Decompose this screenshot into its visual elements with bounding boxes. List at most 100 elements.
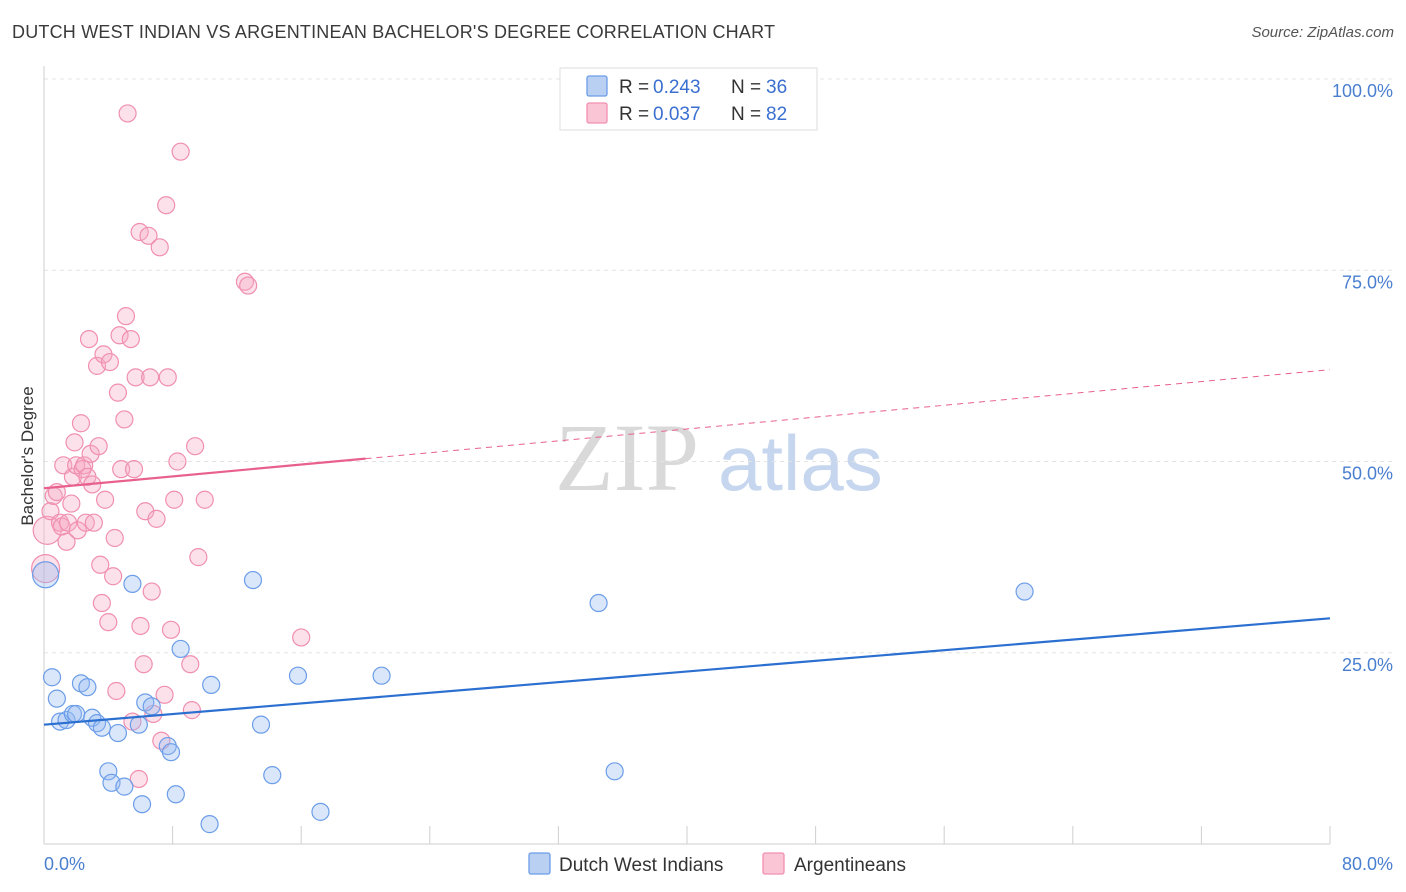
y-tick-label-75: 75.0% [1342,272,1393,292]
gridlines [44,78,1392,654]
argentineans-point [124,460,144,479]
dutch-west-indians-point [92,718,111,737]
dutch-west-indians-point [166,785,185,804]
argentineans-point [95,490,115,509]
dutch-west-indians-point [67,704,86,724]
dutch-west-indians-trend-line [43,617,1331,726]
argentineans-point [239,276,258,295]
argentineans-point [71,414,91,433]
argentineans-point [107,681,126,701]
legend-n-label-2: N = [731,104,761,125]
axes [43,66,1331,845]
argentineans-point [150,238,169,257]
argentineans-point [142,582,161,601]
argentineans-point [186,437,205,456]
trend-lines [43,369,1331,726]
dutch-west-indians-point [1015,582,1034,601]
argentineans-point [31,553,61,584]
legend-r-label-1: R = [619,77,649,98]
legend-n-value-1: 36 [766,77,787,98]
dutch-west-indians-point [99,762,118,781]
dutch-west-indians-point [288,666,308,685]
argentineans-point [158,368,177,387]
argentineans-point [79,330,99,349]
y-axis-title: Bachelor's Degree [18,386,37,525]
argentineans-point [118,104,137,123]
argentineans-point [292,628,311,647]
argentineans-point [105,528,124,548]
dutch-west-indians-point [132,795,152,814]
argentineans-point [157,196,176,215]
argentineans-point [116,307,136,326]
bottom-legend-label-blue: Dutch West Indians [559,855,723,876]
argentineans-point [115,410,134,429]
legend-r-label-2: R = [619,104,649,125]
argentineans-point [161,620,181,639]
watermark-atlas: atlas [718,419,883,507]
argentineans-point [75,456,94,475]
dutch-west-indians-point [115,777,134,796]
y-tick-label-100: 100.0% [1332,81,1393,101]
bottom-legend-label-pink: Argentineans [794,855,906,876]
dutch-west-indians-points [32,561,1034,834]
argentineans-point [62,494,81,513]
dutch-west-indians-point [311,802,330,821]
legend-n-value-2: 82 [766,104,787,125]
legend-swatch-pink [586,102,608,124]
y-tick-labels: 25.0% 50.0% 75.0% 100.0% [1332,81,1393,675]
argentineans-point [112,460,131,479]
argentineans-point [131,616,150,636]
argentineans-point [126,368,145,387]
argentineans-point [91,555,110,574]
argentineans-point [168,452,187,471]
bottom-legend-swatch-blue [528,852,551,875]
dutch-west-indians-point [108,723,128,743]
argentineans-point [195,490,214,509]
x-tick-label-max: 80.0% [1342,854,1393,874]
argentineans-point [189,548,208,567]
y-tick-label-25: 25.0% [1342,655,1393,675]
legend-r-value-2: 0.037 [653,104,701,125]
dutch-west-indians-point [47,689,66,708]
argentineans-point [147,509,166,528]
dutch-west-indians-point [142,697,161,716]
argentineans-point [181,655,200,674]
dutch-west-indians-point [372,666,391,685]
dutch-west-indians-point [202,675,221,694]
argentineans-point [100,352,120,372]
x-tick-label-min: 0.0% [44,854,85,874]
argentineans-point [92,593,111,613]
dutch-west-indians-point [605,762,624,781]
legend-box: R = 0.243 N = 36 R = 0.037 N = 82 [559,67,818,131]
x-tick-labels: 0.0% 80.0% [44,854,1393,874]
argentineans-point [84,513,103,532]
dutch-west-indians-point [171,639,190,659]
argentineans-point [57,532,76,551]
dutch-west-indians-point [200,815,219,834]
argentineans-point [65,433,84,452]
argentineans-point [130,222,149,242]
argentineans-points [31,104,311,789]
argentineans-point [134,655,153,674]
argentineans-trend-line-solid [43,457,366,490]
argentineans-point [139,226,158,245]
dutch-west-indians-point [129,715,148,734]
source-label: Source: ZipAtlas.com [1251,24,1394,41]
dutch-west-indians-point [263,766,282,785]
watermark-zip: ZIP [555,404,699,511]
dutch-west-indians-point [32,561,60,589]
argentineans-point [140,368,160,387]
dutch-west-indians-point [42,668,62,687]
dutch-west-indians-point [78,678,97,697]
argentineans-point [59,513,78,532]
dutch-west-indians-point [251,715,271,734]
argentineans-point [121,330,140,349]
argentineans-point [165,490,184,509]
y-tick-label-50: 50.0% [1342,464,1393,484]
bottom-legend-swatch-pink [762,852,785,875]
dutch-west-indians-point [123,574,142,594]
argentineans-trend-line-dashed [365,369,1331,460]
argentineans-point [89,437,108,456]
bottom-legend: Dutch West Indians Argentineans [528,852,906,876]
